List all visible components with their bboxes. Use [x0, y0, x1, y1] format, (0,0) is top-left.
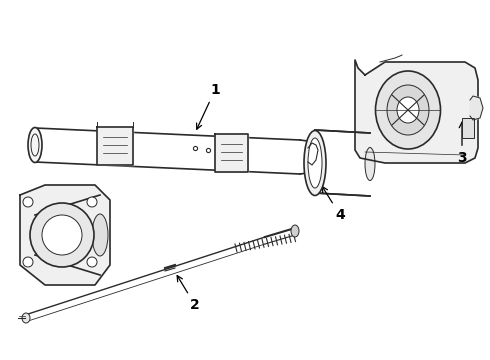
Polygon shape [215, 134, 248, 172]
Text: 4: 4 [322, 186, 345, 222]
Ellipse shape [22, 313, 30, 323]
Ellipse shape [308, 138, 322, 188]
Ellipse shape [375, 71, 441, 149]
Circle shape [23, 197, 33, 207]
Circle shape [30, 203, 94, 267]
Ellipse shape [365, 148, 375, 180]
Text: 3: 3 [457, 122, 467, 165]
Polygon shape [470, 96, 483, 120]
Circle shape [42, 215, 82, 255]
Circle shape [23, 257, 33, 267]
Text: 1: 1 [196, 83, 220, 129]
Polygon shape [355, 60, 478, 163]
Ellipse shape [28, 127, 42, 162]
Text: 2: 2 [177, 275, 200, 312]
Ellipse shape [387, 85, 429, 135]
Ellipse shape [304, 130, 326, 195]
Ellipse shape [397, 97, 419, 123]
Ellipse shape [92, 214, 108, 256]
Ellipse shape [291, 225, 299, 237]
FancyBboxPatch shape [462, 118, 474, 138]
Polygon shape [97, 127, 133, 165]
Circle shape [87, 197, 97, 207]
Circle shape [87, 257, 97, 267]
Polygon shape [20, 185, 110, 285]
